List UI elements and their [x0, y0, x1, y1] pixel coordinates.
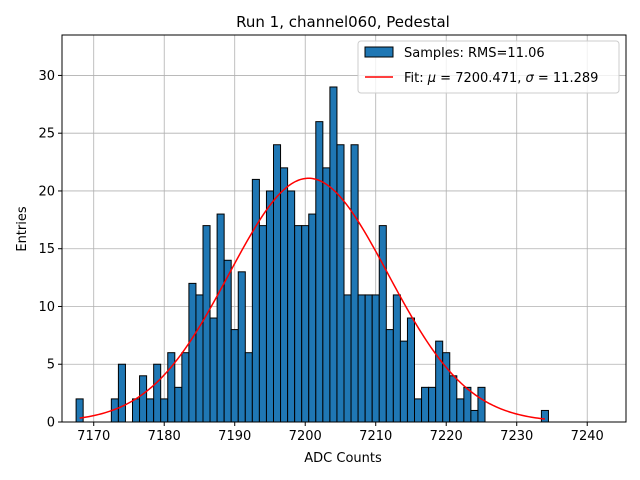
histogram-bar — [308, 213, 317, 423]
histogram-bar — [406, 317, 416, 423]
legend-fit-prefix: Fit: — [404, 71, 428, 86]
histogram-bar — [160, 398, 169, 423]
histogram-bar — [449, 375, 458, 423]
histogram-bar — [273, 144, 282, 423]
histogram-bar — [399, 340, 408, 423]
histogram-bar — [153, 363, 162, 423]
histogram-bar — [343, 294, 352, 423]
y-axis-label: Entries — [15, 206, 30, 252]
y-tick-label: 10 — [38, 300, 55, 315]
x-tick-label: 7220 — [430, 429, 463, 444]
histogram-bar — [132, 398, 141, 423]
histogram-bar — [414, 398, 423, 423]
histogram-bar — [209, 317, 218, 423]
histogram-bar — [117, 363, 126, 423]
legend-histogram-label: Samples: RMS=11.06 — [404, 46, 545, 61]
histogram-bar — [336, 144, 345, 423]
histogram-bar — [75, 398, 84, 423]
histogram-bar — [202, 225, 211, 423]
histogram-bar — [146, 398, 155, 423]
x-tick-label: 7190 — [218, 429, 251, 444]
histogram-bar — [237, 271, 246, 423]
histogram-bar — [287, 190, 296, 423]
y-tick-label: 5 — [47, 358, 55, 373]
histogram-bar — [315, 121, 324, 423]
histogram-bar — [456, 398, 465, 423]
histogram-bars — [75, 86, 549, 423]
y-tick-label: 0 — [47, 416, 55, 431]
y-tick-label: 25 — [38, 127, 55, 142]
histogram-bar — [322, 167, 331, 423]
x-tick-label: 7240 — [571, 429, 604, 444]
x-tick-label: 7170 — [77, 429, 110, 444]
legend-fit-sigma-symbol: σ — [526, 71, 535, 86]
histogram-bar — [139, 375, 148, 423]
plot-frame — [61, 34, 627, 423]
chart-title: Run 1, channel060, Pedestal — [236, 13, 450, 31]
histogram-bar — [378, 225, 387, 423]
histogram-bar — [371, 294, 380, 423]
legend-fit-sigma-value: = 11.289 — [534, 71, 599, 86]
histogram-bar — [421, 386, 430, 423]
x-tick-label: 7200 — [289, 429, 322, 444]
histogram-bar — [301, 225, 310, 423]
legend-box — [357, 40, 620, 94]
histogram-bar — [174, 386, 183, 423]
x-axis-label: ADC Counts — [304, 451, 382, 466]
histogram-bar — [357, 294, 366, 423]
histogram-bar — [223, 259, 232, 423]
histogram-bar — [435, 340, 444, 423]
histogram-bar — [428, 386, 437, 423]
x-tick-label: 7210 — [359, 429, 392, 444]
legend-histogram-swatch — [364, 46, 394, 58]
histogram-bar — [350, 144, 359, 423]
legend-fit-mu-value: = 7200.471, — [436, 71, 525, 86]
histogram-bar — [463, 386, 472, 423]
y-tick-label: 30 — [38, 69, 55, 84]
x-axis-ticks: 7170 7180 7190 7200 7210 7220 7230 7240 — [77, 422, 604, 444]
histogram-bar — [195, 294, 204, 423]
histogram-bar — [188, 282, 197, 423]
histogram-bar — [364, 294, 373, 423]
histogram-bar — [230, 329, 239, 423]
histogram-bar — [477, 386, 486, 423]
histogram-bar — [280, 167, 289, 423]
histogram-bar — [392, 294, 401, 423]
histogram-bar — [265, 190, 275, 423]
legend-fit-label: Fit: μ = 7200.471, σ = 11.289 — [404, 71, 598, 86]
y-tick-label: 20 — [38, 184, 55, 199]
x-tick-label: 7230 — [500, 429, 533, 444]
legend: Samples: RMS=11.06 Fit: μ = 7200.471, σ … — [357, 40, 620, 94]
histogram-bar — [244, 352, 253, 423]
gaussian-fit-curve — [79, 177, 546, 420]
histogram-bar — [470, 409, 479, 423]
histogram-bar — [258, 225, 267, 423]
histogram-bar — [251, 178, 260, 423]
y-tick-label: 15 — [38, 242, 55, 257]
histogram-bar — [181, 352, 190, 423]
y-axis-ticks: 0 5 10 15 20 25 30 — [38, 69, 62, 431]
histogram-bar — [442, 352, 451, 423]
histogram-bar — [216, 213, 225, 423]
x-tick-label: 7180 — [148, 429, 181, 444]
histogram-bar — [385, 329, 394, 423]
histogram-bar — [294, 225, 303, 423]
histogram-bar — [329, 86, 338, 423]
histogram-bar — [540, 409, 549, 423]
legend-fit-mu-symbol: μ — [427, 71, 436, 86]
